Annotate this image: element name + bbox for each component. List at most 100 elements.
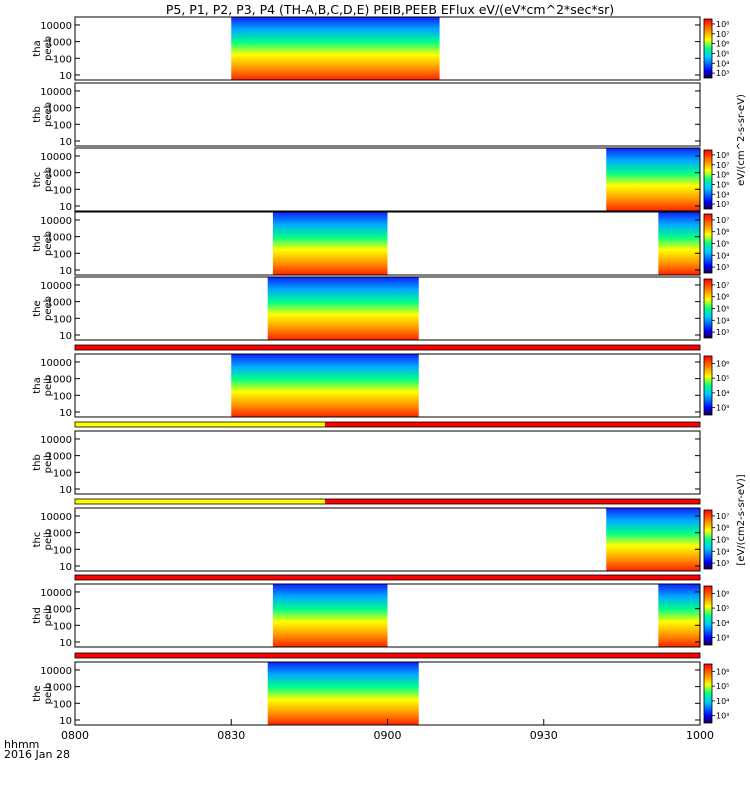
status-bar-frame — [74, 344, 701, 351]
colorbar — [703, 213, 713, 274]
colorbar-tick-label: 10⁴ — [716, 251, 729, 260]
colorbar-tick-label: 10⁵ — [716, 305, 729, 314]
panel-frame — [74, 82, 701, 147]
y-tick-label: 10 — [59, 485, 72, 496]
colorbar-tick-label: 10³ — [716, 712, 729, 721]
y-axis-label: tha — [32, 40, 43, 56]
colorbar-tick-label: 10⁵ — [716, 374, 729, 383]
y-tick-label: 1000 — [47, 233, 72, 244]
y-axis-label: peib — [43, 605, 54, 627]
y-tick-label: 10 — [59, 202, 72, 213]
panel-thd-peeb: 10 100 1000 10000 thd peeb 10³ 10⁴ 10⁵ 10⁶ 10⁷ — [32, 211, 729, 277]
y-tick-label: 1000 — [47, 169, 72, 180]
colorbar-tick-label: 10⁴ — [716, 59, 729, 68]
y-axis-label: peib — [43, 683, 54, 705]
y-axis-label: peeb — [43, 231, 54, 256]
y-axis-label: thc — [32, 172, 43, 188]
y-tick-label: 100 — [53, 621, 72, 632]
y-tick-label: 10 — [59, 408, 72, 419]
y-axis-label: thd — [32, 235, 43, 252]
figure-title: P5, P1, P2, P3, P4 (TH-A,B,C,D,E) PEIB,P… — [166, 2, 614, 17]
y-tick-label: 10 — [59, 266, 72, 277]
colorbar — [703, 663, 713, 724]
colorbar-tick-label: 10³ — [716, 328, 729, 337]
colorbar — [703, 18, 713, 79]
y-tick-label: 1000 — [47, 104, 72, 115]
y-axis-label: peeb — [43, 36, 54, 61]
y-axis-label: thb — [32, 106, 43, 123]
y-tick-label: 1000 — [47, 529, 72, 540]
colorbar-tick-label: 10⁶ — [716, 524, 729, 533]
y-tick-label: 10000 — [40, 281, 72, 292]
panel-frame — [74, 276, 701, 341]
colorbar-tick-label: 10³ — [716, 263, 729, 272]
panel-frame — [74, 211, 701, 276]
colorbar-tick-label: 10⁵ — [716, 682, 729, 691]
panel-frame — [74, 16, 701, 81]
y-axis-label: peib — [43, 375, 54, 397]
colorbar-tick-label: 10⁸ — [716, 151, 729, 160]
panel-frame — [74, 353, 701, 418]
colorbar-label-ions: [eV/(cm2-s-sr-eV)] — [736, 474, 747, 565]
spectrogram-block — [231, 17, 440, 80]
colorbar-tick-label: 10⁷ — [716, 161, 729, 170]
colorbar-tick-label: 10³ — [716, 559, 729, 568]
spectrogram-block — [267, 277, 419, 340]
status-bar-yellow — [75, 499, 325, 504]
y-tick-label: 100 — [53, 185, 72, 196]
panel-thb-peeb: 10 100 1000 10000 thb peeb — [32, 82, 701, 148]
y-axis-label: peib — [43, 452, 54, 474]
y-tick-label: 10000 — [40, 512, 72, 523]
colorbar-tick-label: 10⁶ — [716, 359, 729, 368]
colorbar-tick-label: 10⁶ — [716, 40, 729, 49]
x-tick-label: 0900 — [374, 729, 402, 742]
status-bar-red — [75, 653, 700, 658]
colorbar-tick-label: 10⁵ — [716, 536, 729, 545]
y-tick-label: 10 — [59, 331, 72, 342]
y-axis-label: peeb — [43, 296, 54, 321]
panel-the-peib: 10 100 1000 10000 the peib 10³ 10⁴ 10⁵ 10⁶ — [32, 652, 729, 727]
y-tick-label: 10000 — [40, 152, 72, 163]
y-tick-label: 100 — [53, 545, 72, 556]
spectrogram-block — [231, 354, 419, 417]
colorbar — [703, 355, 713, 416]
colorbar-tick-label: 10⁸ — [716, 20, 729, 29]
y-tick-label: 1000 — [47, 375, 72, 386]
colorbar-tick-label: 10⁶ — [716, 228, 729, 237]
y-tick-label: 100 — [53, 468, 72, 479]
colorbar-tick-label: 10³ — [716, 634, 729, 643]
x-tick-label: 0830 — [217, 729, 245, 742]
colorbar-tick-label: 10³ — [716, 404, 729, 413]
y-axis-label: peeb — [43, 167, 54, 192]
y-tick-label: 100 — [53, 699, 72, 710]
y-tick-label: 10 — [59, 137, 72, 148]
spectrogram-block — [606, 148, 700, 211]
colorbar — [703, 509, 713, 570]
y-tick-label: 1000 — [47, 452, 72, 463]
spectrogram-block — [658, 584, 700, 647]
x-tick-label: 0800 — [61, 729, 89, 742]
x-tick-label: 0930 — [530, 729, 558, 742]
x-tick-label: 1000 — [686, 729, 714, 742]
status-bar-yellow — [75, 422, 325, 427]
y-tick-label: 10000 — [40, 216, 72, 227]
colorbar-tick-label: 10³ — [716, 200, 729, 209]
y-tick-label: 10000 — [40, 588, 72, 599]
y-axis-label: peeb — [43, 102, 54, 127]
spectrogram-block — [267, 662, 419, 725]
colorbar-tick-label: 10⁴ — [716, 190, 729, 199]
panel-frame — [74, 583, 701, 648]
panel-frame — [74, 430, 701, 495]
colorbar-tick-label: 10⁴ — [716, 697, 729, 706]
panel-tha-peib: 10 100 1000 10000 tha peib 10³ 10⁴ 10⁵ 10⁶ — [32, 344, 729, 419]
y-tick-label: 10000 — [40, 358, 72, 369]
y-tick-label: 10000 — [40, 21, 72, 32]
y-tick-label: 10000 — [40, 666, 72, 677]
colorbar-tick-label: 10⁷ — [716, 30, 729, 39]
colorbar-tick-label: 10⁴ — [716, 619, 729, 628]
y-axis-label: the — [32, 300, 43, 316]
y-tick-label: 100 — [53, 120, 72, 131]
